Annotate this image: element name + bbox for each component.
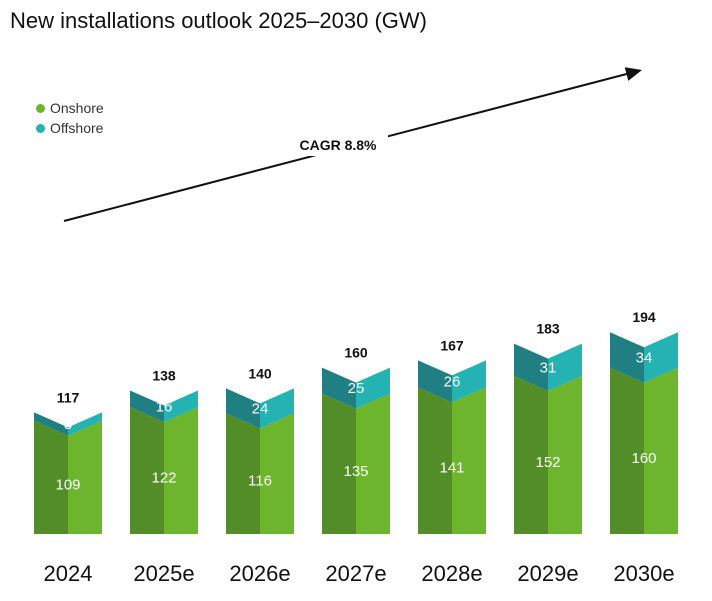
bar-2030e: 160 34 194 2030e (610, 309, 678, 586)
bar-onshore-right-face-2025e (164, 407, 198, 534)
data-label-onshore-2028e: 141 (439, 460, 464, 477)
data-label-onshore-2027e: 135 (343, 463, 368, 480)
total-label-2030e: 194 (632, 309, 656, 325)
bar-onshore-right-face-2028e (452, 387, 486, 534)
bar-onshore-right-face-2029e (548, 375, 582, 534)
bar-offshore-right-face-2028e (452, 360, 486, 403)
data-label-offshore-2026e: 24 (252, 400, 269, 417)
data-label-offshore-2025e: 16 (156, 398, 173, 415)
bar-onshore-left-face-2029e (514, 375, 548, 534)
bar-onshore-right-face-2024 (68, 420, 102, 534)
bar-offshore-left-face-2026e (226, 388, 260, 429)
data-label-offshore-2029e: 31 (540, 359, 557, 376)
total-label-2025e: 138 (152, 367, 176, 383)
x-tick-label-2025e: 2025e (133, 561, 194, 586)
cagr-label: CAGR 8.8% (299, 137, 377, 153)
bar-onshore-left-face-2027e (322, 393, 356, 534)
bar-offshore-right-face-2026e (260, 388, 294, 429)
legend-label-onshore: Onshore (50, 100, 104, 116)
bar-offshore-left-face-2027e (322, 367, 356, 409)
cagr-arrow-head (624, 67, 642, 81)
bar-offshore-right-face-2024 (68, 412, 102, 436)
bar-onshore-left-face-2024 (34, 420, 68, 534)
bar-2027e: 135 25 160 2027e (322, 345, 390, 586)
bar-2026e: 116 24 140 2026e (226, 365, 294, 586)
data-label-offshore-2030e: 34 (636, 349, 653, 366)
legend-swatch-offshore (36, 123, 45, 133)
bar-offshore-right-face-2025e (164, 390, 198, 423)
bar-offshore-left-face-2025e (130, 390, 164, 423)
bar-2024: 109 8 117 2024 (34, 389, 102, 586)
bar-offshore-left-face-2030e (610, 332, 644, 383)
data-label-offshore-2027e: 25 (348, 380, 365, 397)
data-label-onshore-2030e: 160 (631, 450, 656, 467)
data-label-offshore-2024: 8 (64, 416, 72, 433)
total-label-2029e: 183 (536, 321, 560, 337)
total-label-2028e: 167 (440, 337, 464, 353)
legend-item-onshore: Onshore (36, 98, 104, 118)
bar-2028e: 141 26 167 2028e (418, 337, 486, 586)
cagr-label-background (288, 132, 388, 156)
total-label-2027e: 160 (344, 345, 368, 361)
data-label-offshore-2028e: 26 (444, 373, 461, 390)
legend-swatch-onshore (36, 103, 45, 113)
bar-offshore-right-face-2030e (644, 332, 678, 383)
data-label-onshore-2026e: 116 (248, 473, 272, 490)
data-label-onshore-2029e: 152 (535, 454, 560, 471)
bar-onshore-left-face-2028e (418, 387, 452, 534)
bar-2025e: 122 16 138 2025e (130, 367, 198, 586)
x-tick-label-2029e: 2029e (517, 561, 578, 586)
bar-onshore-left-face-2025e (130, 407, 164, 534)
bar-offshore-left-face-2029e (514, 343, 548, 391)
bar-offshore-left-face-2028e (418, 360, 452, 403)
data-label-onshore-2025e: 122 (151, 470, 176, 487)
total-label-2024: 117 (57, 389, 80, 405)
legend: Onshore Offshore (36, 98, 104, 138)
bar-onshore-right-face-2027e (356, 393, 390, 534)
x-tick-label-2026e: 2026e (229, 561, 290, 586)
bar-offshore-right-face-2029e (548, 343, 582, 391)
x-tick-label-2027e: 2027e (325, 561, 386, 586)
total-label-2026e: 140 (248, 365, 272, 381)
x-tick-label-2030e: 2030e (613, 561, 674, 586)
bar-offshore-right-face-2027e (356, 367, 390, 409)
bar-onshore-left-face-2026e (226, 413, 260, 534)
bar-onshore-left-face-2030e (610, 367, 644, 534)
bar-offshore-left-face-2024 (34, 412, 68, 436)
bar-onshore-right-face-2030e (644, 367, 678, 534)
bar-2029e: 152 31 183 2029e (514, 321, 582, 586)
bar-onshore-right-face-2026e (260, 413, 294, 534)
x-tick-label-2028e: 2028e (421, 561, 482, 586)
data-label-onshore-2024: 109 (55, 476, 80, 493)
x-tick-label-2024: 2024 (44, 561, 93, 586)
legend-item-offshore: Offshore (36, 118, 104, 138)
chart-title: New installations outlook 2025–2030 (GW) (10, 8, 428, 33)
cagr-arrow: CAGR 8.8% (63, 67, 642, 222)
legend-label-offshore: Offshore (50, 120, 104, 136)
